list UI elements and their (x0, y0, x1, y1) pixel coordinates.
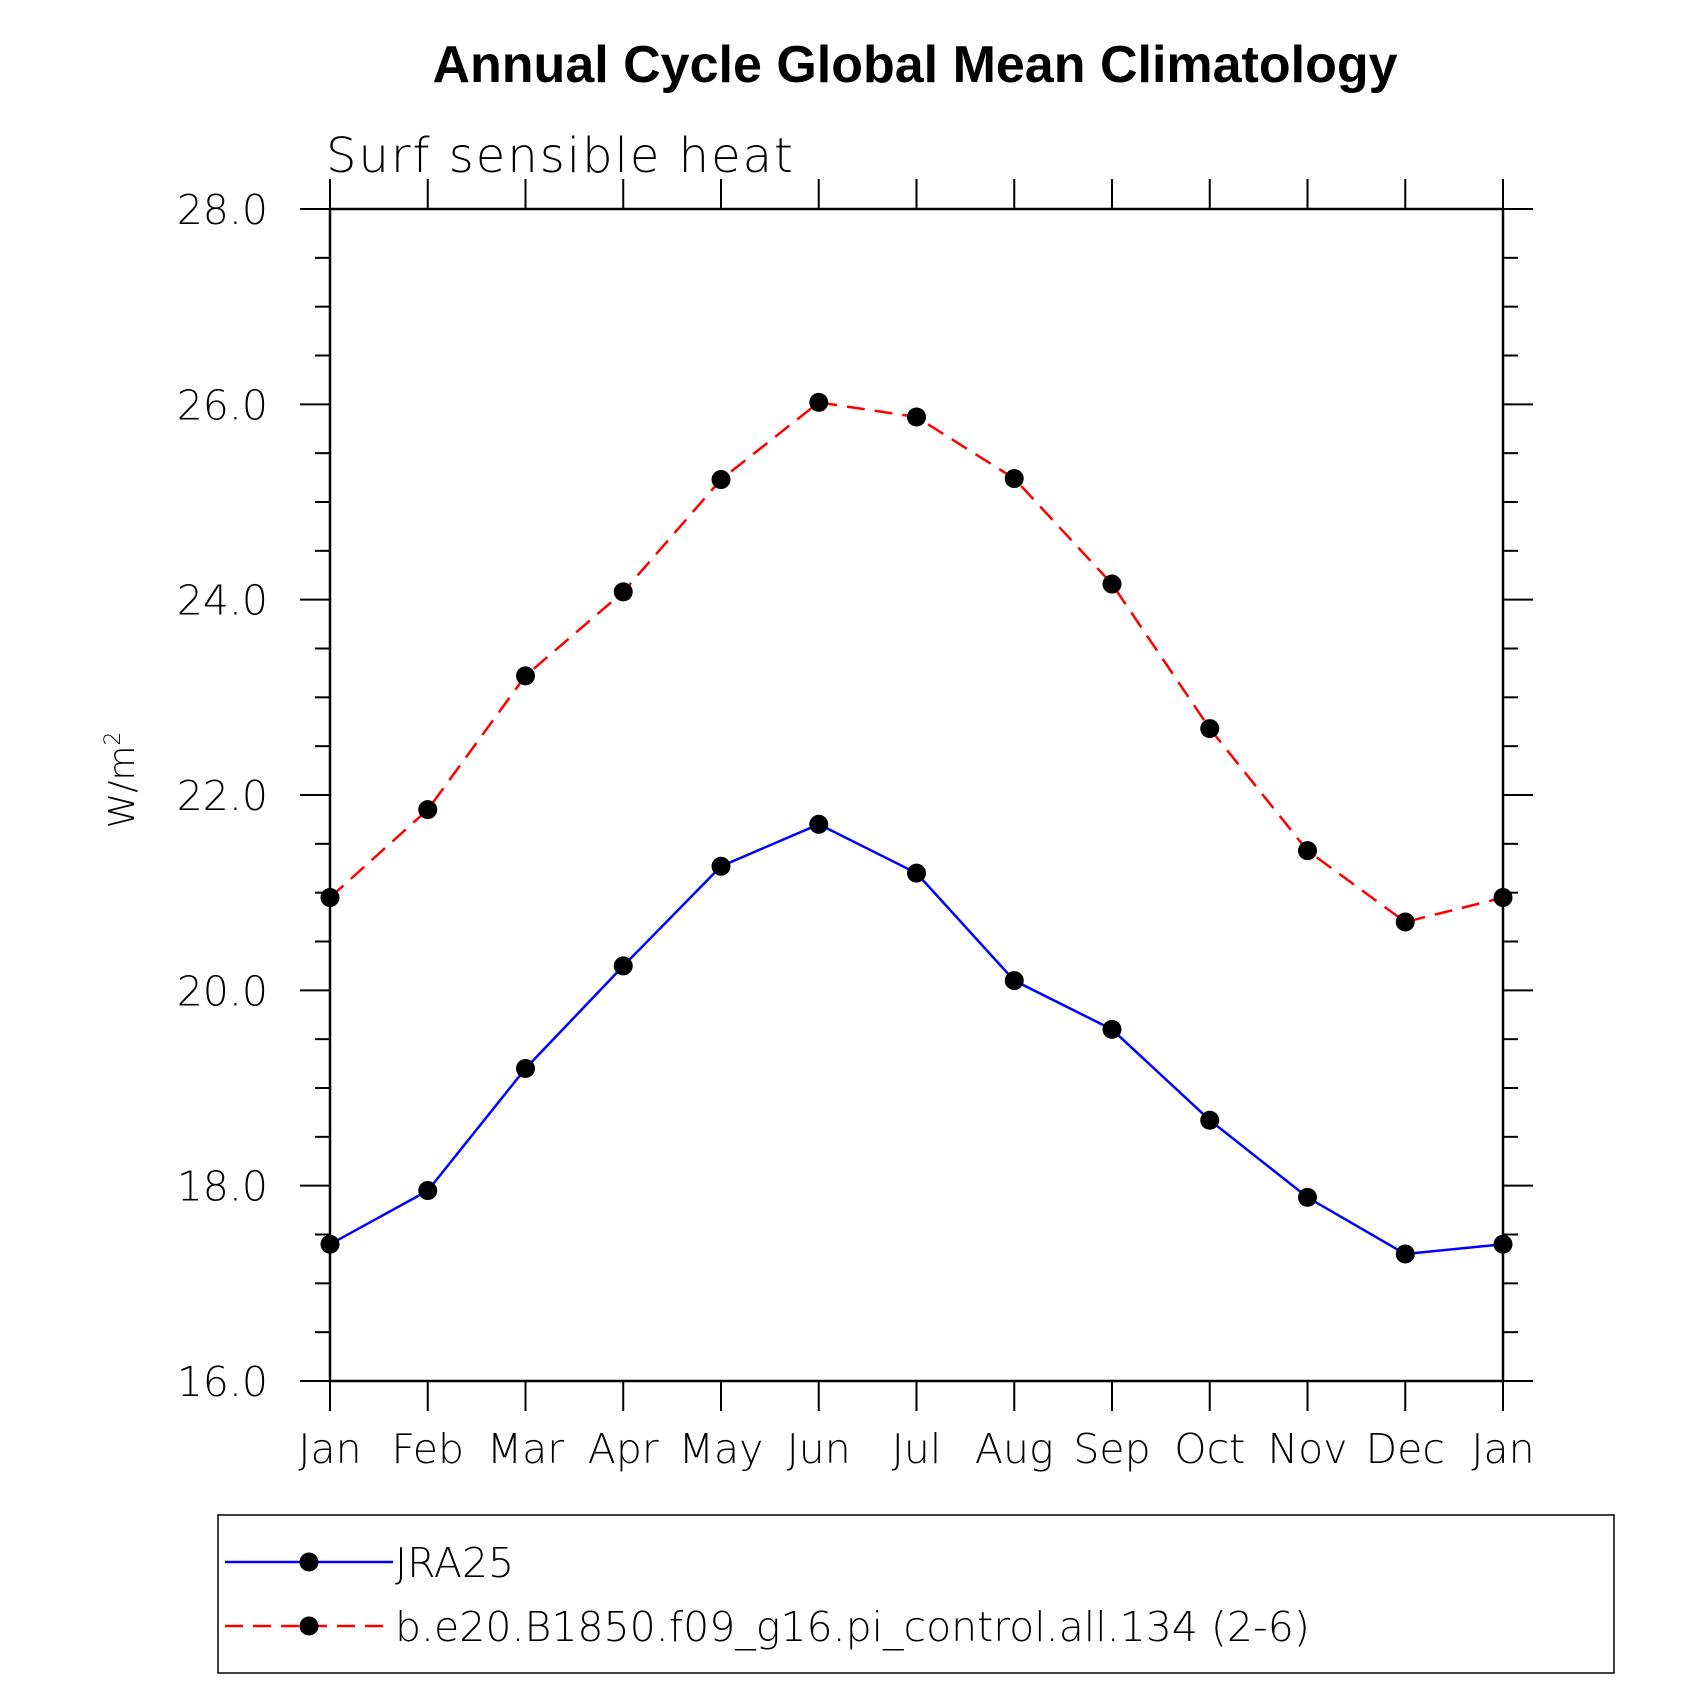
y-tick-label: 26.0 (177, 381, 268, 429)
data-point (711, 470, 731, 490)
data-point (1395, 912, 1415, 932)
data-point (907, 407, 926, 427)
data-point (1102, 574, 1122, 594)
series-1 (320, 814, 1513, 1264)
data-point (1395, 1244, 1415, 1264)
legend-label: JRA25 (395, 1539, 514, 1587)
x-tick-label: Apr (588, 1425, 659, 1473)
y-axis-label: W/m2 (101, 732, 143, 829)
plot-frame (328, 207, 1505, 1383)
x-tick-label: Nov (1267, 1425, 1347, 1473)
series-2 (320, 392, 1513, 932)
chart-title: Annual Cycle Global Mean Climatology (432, 36, 1397, 94)
y-tick-label: 24.0 (177, 577, 268, 625)
data-point (613, 582, 633, 602)
data-point (1200, 1110, 1220, 1130)
data-point (516, 666, 535, 686)
legend: JRA25 b.e20.B1850.f09_g16.pi_control.all.… (217, 1514, 1615, 1674)
y-tick-label: 22.0 (177, 772, 268, 820)
x-tick-label: Jun (787, 1425, 851, 1473)
x-tick-label: Jan (298, 1425, 361, 1473)
legend-item: JRA25 (225, 1539, 514, 1587)
data-point (1493, 1234, 1513, 1254)
y-tick-label: 28.0 (177, 186, 268, 234)
chart-subtitle: Surf sensible heat (326, 128, 795, 184)
series-line (329, 822, 1504, 1256)
y-axis-label-superscript: 2 (101, 732, 126, 746)
data-point (1004, 469, 1024, 489)
axes: 16.0 18.0 20.0 22.0 24.0 26.0 28.0 Jan Feb Mar Apr… (177, 179, 1535, 1473)
data-point (613, 956, 633, 976)
y-tick-label: 16.0 (177, 1358, 268, 1406)
data-point (320, 888, 340, 908)
series-line (329, 401, 1504, 924)
x-tick-label: Feb (391, 1425, 464, 1473)
data-point (1102, 1019, 1122, 1039)
legend-marker (299, 1552, 319, 1572)
x-tick-label: Jul (892, 1425, 941, 1473)
x-tick-label: Sep (1073, 1425, 1150, 1473)
data-point (907, 863, 926, 883)
data-point (1200, 719, 1220, 739)
x-tick-label: Aug (975, 1425, 1054, 1473)
data-point (320, 1234, 340, 1254)
x-tick-label: Mar (487, 1425, 564, 1473)
data-point (711, 856, 731, 876)
y-axis-label-text: W/m (102, 746, 143, 829)
svg-text:W/m2: W/m2 (101, 732, 143, 829)
data-point (1298, 1187, 1317, 1207)
y-tick-label: 18.0 (177, 1163, 268, 1211)
data-point (809, 392, 829, 412)
y-tick-label: 20.0 (177, 967, 268, 1015)
legend-box (217, 1514, 1615, 1674)
data-point (809, 814, 829, 834)
data-point (418, 1181, 438, 1201)
legend-marker (299, 1616, 319, 1636)
data-point (1493, 888, 1513, 908)
data-point (1298, 841, 1317, 861)
x-tick-label: Oct (1174, 1425, 1245, 1473)
x-tick-label: May (679, 1425, 764, 1473)
legend-item: b.e20.B1850.f09_g16.pi_control.all.134 (… (225, 1603, 1310, 1651)
x-tick-label: Dec (1366, 1425, 1445, 1473)
data-point (516, 1058, 535, 1078)
legend-label: b.e20.B1850.f09_g16.pi_control.all.134 (… (395, 1603, 1310, 1651)
data-point (418, 800, 438, 820)
data-point (1004, 971, 1024, 991)
x-tick-label: Jan (1471, 1425, 1534, 1473)
series-layer (320, 392, 1513, 1264)
